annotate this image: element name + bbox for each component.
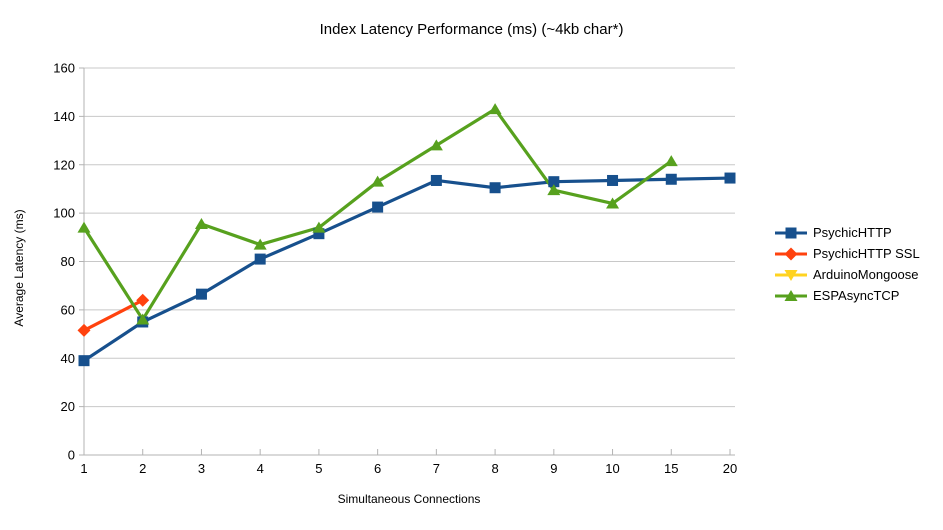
x-axis-title: Simultaneous Connections [337,492,481,506]
y-tick-label: 160 [53,61,75,76]
legend-marker-icon [775,289,807,301]
y-tick-label: 100 [53,206,75,221]
y-axis-title: Average Latency (ms) [12,209,26,327]
y-tick-label: 120 [53,157,75,172]
data-point-PsychicHTTP [78,355,90,367]
legend-item-PsychicHTTP SSL: PsychicHTTP SSL [774,243,920,264]
legend-marker [785,227,797,238]
x-tick-label: 8 [491,461,498,476]
legend-item-PsychicHTTP: PsychicHTTP [774,222,920,243]
x-tick-label: 6 [374,461,381,476]
data-point-PsychicHTTP [372,201,384,213]
data-point-ESPAsyncTCP [253,238,267,250]
data-point-PsychicHTTP SSL [77,323,91,337]
data-point-ESPAsyncTCP [312,221,326,233]
series-line-ESPAsyncTCP [82,107,673,322]
y-tick-label: 40 [61,351,75,366]
y-tick-labels: 0 20 40 60 80 100 120 140 160 [53,61,75,463]
data-point-ESPAsyncTCP [429,139,443,151]
data-point-PsychicHTTP [548,176,560,188]
data-point-PsychicHTTP [724,172,736,184]
series-lines [82,107,731,363]
legend-label: PsychicHTTP [813,225,892,240]
legend-marker-icon [775,269,807,281]
x-tick-label: 15 [664,461,678,476]
data-point-PsychicHTTP [313,228,325,240]
series-line-PsychicHTTP [83,176,731,363]
legend-item-ArduinoMongoose: ArduinoMongoose [774,264,920,285]
data-point-PsychicHTTP SSL [136,293,150,307]
data-point-ESPAsyncTCP [194,218,208,230]
legend-label: ESPAsyncTCP [813,288,900,303]
y-tick-label: 140 [53,109,75,124]
y-tick-label: 20 [61,399,75,414]
x-tick-label: 2 [139,461,146,476]
data-point-PsychicHTTP [195,288,207,300]
y-tick-label: 0 [68,448,75,463]
data-point-ESPAsyncTCP [664,155,678,167]
x-tick-label: 3 [198,461,205,476]
data-point-ESPAsyncTCP [606,197,620,209]
legend-label: ArduinoMongoose [813,267,919,282]
x-tick-label: 20 [723,461,737,476]
chart-title: Index Latency Performance (ms) (~4kb cha… [319,21,624,38]
legend-marker [784,289,798,301]
data-point-ESPAsyncTCP [371,175,385,187]
data-point-ESPAsyncTCP [136,313,150,325]
data-point-PsychicHTTP [254,253,266,265]
data-point-ESPAsyncTCP [488,103,502,115]
legend-label: PsychicHTTP SSL [813,246,920,261]
x-tick-labels: 1 2 3 4 5 6 7 8 9 10 15 20 [80,461,737,476]
legend-marker [784,247,798,260]
x-tick-label: 1 [80,461,87,476]
data-point-PsychicHTTP [489,182,501,194]
x-tick-label: 10 [605,461,619,476]
legend-marker-icon [775,247,807,260]
x-tick-label: 9 [550,461,557,476]
data-point-ESPAsyncTCP [77,221,91,233]
data-point-PsychicHTTP [607,174,619,186]
x-tick-label: 5 [315,461,322,476]
x-tick-label: 4 [257,461,264,476]
data-point-PsychicHTTP [665,173,677,185]
data-point-ESPAsyncTCP [547,184,561,196]
x-tick-label: 7 [433,461,440,476]
y-tick-label: 80 [61,254,75,269]
gridlines [84,67,735,408]
legend-item-ESPAsyncTCP: ESPAsyncTCP [774,285,920,306]
y-tick-label: 60 [61,302,75,317]
series-markers [77,103,736,367]
legend-marker-icon [775,227,807,238]
legend: PsychicHTTP PsychicHTTP SSL ArduinoMongoos… [774,222,920,306]
data-point-PsychicHTTP [430,174,442,186]
legend-marker [784,269,798,281]
